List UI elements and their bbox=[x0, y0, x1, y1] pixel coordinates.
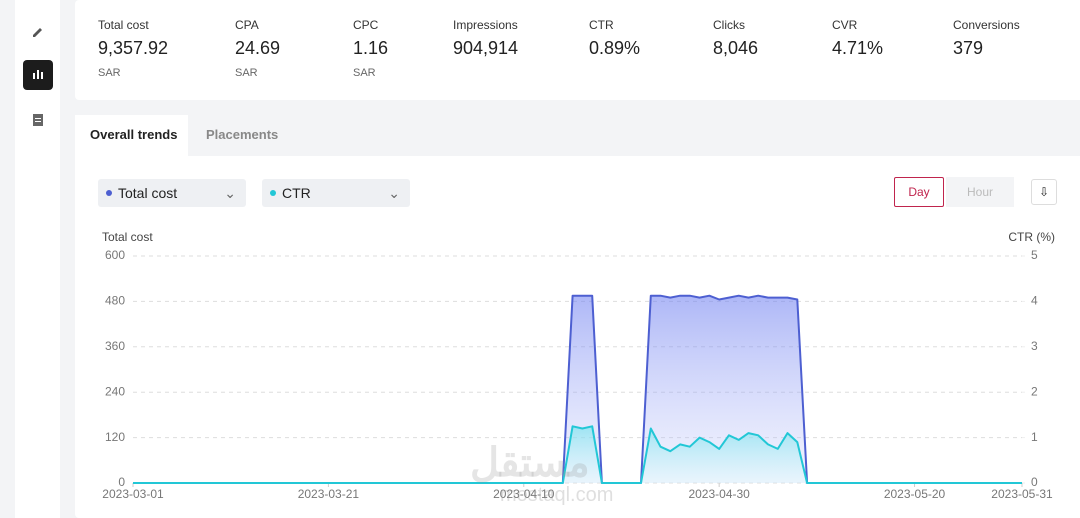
report-icon[interactable] bbox=[23, 60, 53, 90]
x-tick-label: 2023-04-30 bbox=[688, 487, 750, 501]
metric-label: Conversions bbox=[953, 18, 1020, 32]
line bbox=[133, 425, 1022, 484]
area bbox=[133, 426, 1022, 483]
metric: CVR 4.71% bbox=[832, 18, 883, 59]
x-tick-label: 2023-03-01 bbox=[102, 487, 164, 501]
metric-label: CVR bbox=[832, 18, 858, 32]
metric: Conversions 379 bbox=[953, 18, 1020, 59]
y2-tick-label: 4 bbox=[1031, 294, 1038, 308]
watermark: مستقل bbox=[470, 441, 590, 485]
metric-value: 4.71% bbox=[832, 38, 884, 58]
y-tick-label: 0 bbox=[118, 475, 125, 489]
y-tick-label: 120 bbox=[105, 430, 125, 444]
day-button[interactable]: Day bbox=[894, 177, 944, 207]
metric-unit: SAR bbox=[353, 67, 376, 79]
metric-value: 8,046 bbox=[713, 38, 759, 58]
x-tick-label: 2023-03-21 bbox=[298, 487, 360, 501]
metric: Impressions 904,914 bbox=[453, 18, 518, 59]
legend-label: Total cost bbox=[118, 185, 178, 201]
metric-value: 24.69 bbox=[235, 38, 281, 58]
metric-value: 379 bbox=[953, 38, 984, 58]
metric-unit: SAR bbox=[235, 67, 258, 79]
x-tick-label: 2023-05-31 bbox=[991, 487, 1053, 501]
metric-value: 0.89% bbox=[589, 38, 641, 58]
y-tick-label: 600 bbox=[105, 248, 125, 262]
y2-tick-label: 5 bbox=[1031, 248, 1038, 262]
watermark: mostaql.com bbox=[500, 484, 614, 506]
metric: Total cost 9,357.92 SAR bbox=[98, 18, 168, 79]
tab[interactable]: Overall trends bbox=[90, 127, 178, 142]
y2-tick-label: 0 bbox=[1031, 475, 1038, 489]
metric: CPC 1.16 SAR bbox=[353, 18, 388, 79]
metric-label: CTR bbox=[589, 18, 614, 32]
metric-label: Clicks bbox=[713, 18, 745, 32]
metric: Clicks 8,046 bbox=[713, 18, 758, 59]
metric-label: CPA bbox=[235, 18, 259, 32]
metric-label: Impressions bbox=[453, 18, 518, 32]
x-tick-label: 2023-04-10 bbox=[493, 487, 555, 501]
chart: Total cost CTR (%) 0 120 240 360 480 600 0 1 2 3 4… bbox=[102, 230, 1055, 501]
y2-tick-label: 3 bbox=[1031, 339, 1038, 353]
tab-active[interactable] bbox=[75, 115, 188, 156]
export-button[interactable]: ⇩ bbox=[1031, 179, 1057, 205]
y2-tick-label: 1 bbox=[1031, 430, 1038, 444]
metric-value: 1.16 bbox=[353, 38, 389, 58]
legend-label: CTR bbox=[282, 185, 311, 201]
y-tick-label: 480 bbox=[105, 294, 125, 308]
hour-button[interactable]: Hour bbox=[946, 177, 1014, 207]
y-axis-title: Total cost bbox=[102, 230, 153, 244]
metric-value: 9,357.92 bbox=[98, 38, 169, 58]
area bbox=[133, 295, 1022, 483]
metric-dropdown[interactable]: CTR ⌄ bbox=[262, 179, 410, 207]
y-tick-label: 360 bbox=[105, 339, 125, 353]
y-tick-label: 240 bbox=[105, 384, 125, 398]
doc-icon[interactable] bbox=[32, 113, 44, 127]
tab[interactable]: Placements bbox=[206, 127, 279, 142]
metric: CTR 0.89% bbox=[589, 18, 640, 59]
metric-label: Total cost bbox=[98, 18, 149, 32]
metrics-card: Total cost 9,357.92 SAR CPA 24.69 SAR CPC 1.16 S… bbox=[75, 0, 1080, 100]
metric: CPA 24.69 SAR bbox=[235, 18, 280, 79]
sidebar bbox=[15, 0, 60, 518]
y2-tick-label: 2 bbox=[1031, 384, 1038, 398]
metric-dropdown[interactable]: Total cost ⌄ bbox=[98, 179, 246, 207]
x-tick-label: 2023-05-20 bbox=[884, 487, 946, 501]
metric-value: 904,914 bbox=[453, 38, 519, 58]
tab-bar bbox=[188, 115, 1080, 156]
metric-unit: SAR bbox=[98, 67, 121, 79]
metric-label: CPC bbox=[353, 18, 379, 32]
line bbox=[133, 294, 1022, 484]
y2-axis-title: CTR (%) bbox=[1008, 230, 1055, 244]
edit-icon[interactable] bbox=[31, 24, 45, 38]
